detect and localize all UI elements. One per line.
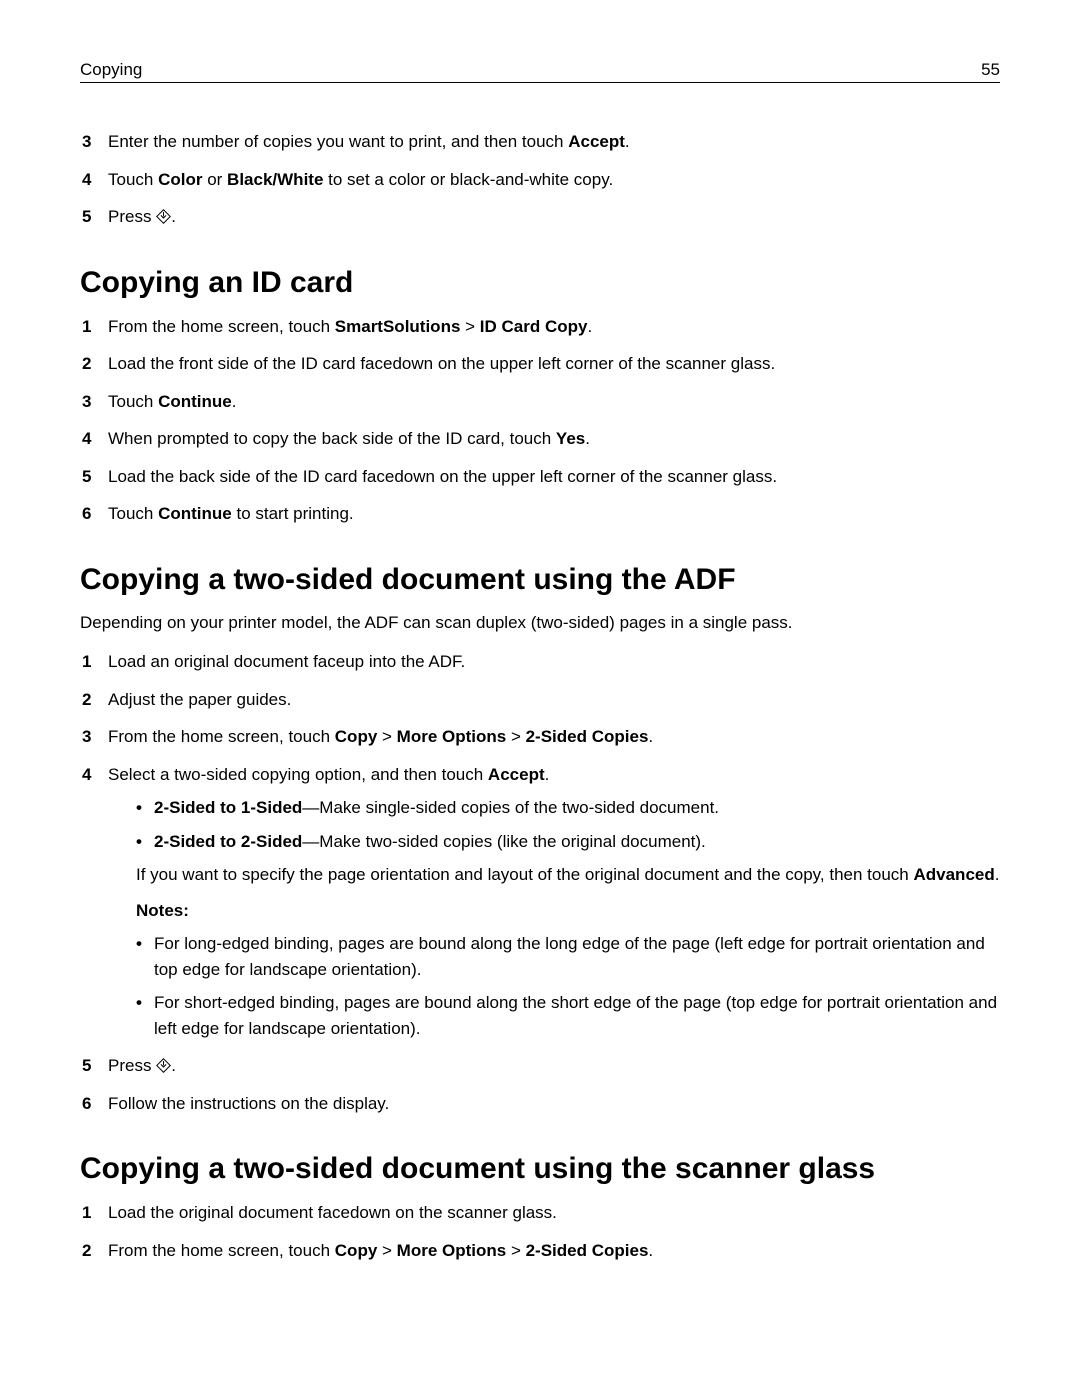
note-item: For short‑edged binding, pages are bound… [136,990,1000,1041]
step-item: Load an original document faceup into th… [80,649,1000,675]
document-page: Copying 55 Enter the number of copies yo… [0,0,1080,1397]
heading-adf: Copying a two‑sided document using the A… [80,563,1000,597]
step-item: From the home screen, touch Copy > More … [80,724,1000,750]
bullet-item: 2‑Sided to 2‑Sided—Make two‑sided copies… [136,829,1000,855]
step-item: Touch Color or Black/White to set a colo… [80,167,1000,193]
heading-glass: Copying a two‑sided document using the s… [80,1152,1000,1186]
step-item: Touch Continue to start printing. [80,501,1000,527]
start-icon [156,209,171,224]
step-item: Touch Continue. [80,389,1000,415]
step-item: When prompted to copy the back side of t… [80,426,1000,452]
notes-label: Notes: [136,898,1000,924]
id-card-step-list: From the home screen, touch SmartSolutio… [80,314,1000,527]
header-page-number: 55 [981,60,1000,80]
notes-list: For long‑edged binding, pages are bound … [136,931,1000,1041]
step-item: Select a two‑sided copying option, and t… [80,762,1000,1042]
step-item: Follow the instructions on the display. [80,1091,1000,1117]
page-header: Copying 55 [80,60,1000,80]
start-icon [156,1058,171,1073]
bullet-item: 2‑Sided to 1‑Sided—Make single‑sided cop… [136,795,1000,821]
adf-intro: Depending on your printer model, the ADF… [80,611,1000,636]
step-item: Press . [80,204,1000,230]
bullet-list: 2‑Sided to 1‑Sided—Make single‑sided cop… [136,795,1000,854]
step-item: From the home screen, touch Copy > More … [80,1238,1000,1264]
step-subparagraph: If you want to specify the page orientat… [136,862,1000,888]
heading-id-card: Copying an ID card [80,266,1000,300]
step-item: Press . [80,1053,1000,1079]
intro-step-list: Enter the number of copies you want to p… [80,129,1000,230]
header-rule [80,82,1000,83]
step-item: Adjust the paper guides. [80,687,1000,713]
note-item: For long‑edged binding, pages are bound … [136,931,1000,982]
header-section-label: Copying [80,60,142,80]
step-item: Load the back side of the ID card facedo… [80,464,1000,490]
step-item: Load the front side of the ID card faced… [80,351,1000,377]
adf-step-list: Load an original document faceup into th… [80,649,1000,1116]
step-item: Load the original document facedown on t… [80,1200,1000,1226]
step-item: Enter the number of copies you want to p… [80,129,1000,155]
glass-step-list: Load the original document facedown on t… [80,1200,1000,1263]
step-item: From the home screen, touch SmartSolutio… [80,314,1000,340]
